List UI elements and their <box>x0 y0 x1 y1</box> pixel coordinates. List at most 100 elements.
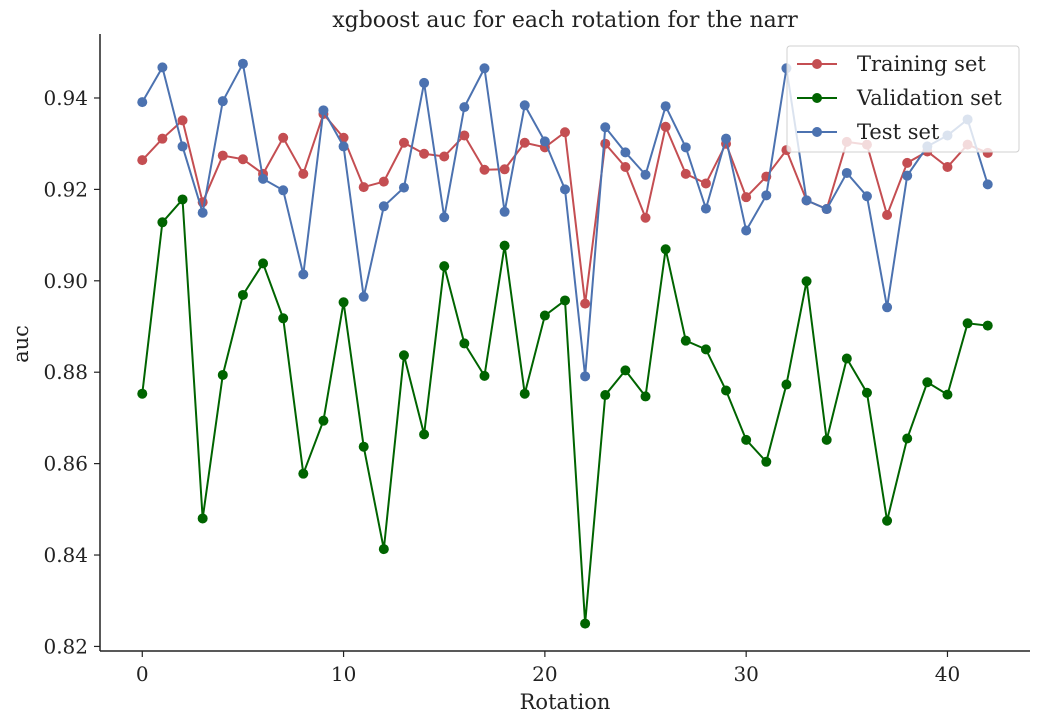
validation-set-point <box>861 387 872 398</box>
validation-set-point <box>620 365 631 376</box>
training-set-point <box>942 161 953 172</box>
validation-set-point <box>197 513 208 524</box>
test-set-point <box>761 190 772 201</box>
validation-set-point <box>700 344 711 355</box>
legend-test-set-marker <box>812 127 822 137</box>
x-axis-label: Rotation <box>520 690 611 714</box>
x-tick-label: 40 <box>935 662 960 686</box>
validation-set-point <box>439 261 450 272</box>
training-set-point <box>419 148 430 159</box>
training-set-point <box>439 151 450 162</box>
test-set-point <box>902 170 913 181</box>
validation-set-point <box>580 618 591 629</box>
validation-set-point <box>278 313 289 324</box>
test-set-point <box>459 102 470 113</box>
test-set-point <box>479 63 490 74</box>
validation-set-point <box>962 318 973 329</box>
test-set-point <box>700 203 711 214</box>
training-set-point <box>640 212 651 223</box>
validation-set-point <box>560 295 570 306</box>
validation-set-point <box>660 244 671 255</box>
test-set-point <box>237 58 248 69</box>
training-set-point <box>479 164 490 175</box>
test-set-point <box>539 136 550 147</box>
validation-set-point <box>741 434 752 445</box>
validation-set-point <box>459 338 470 349</box>
test-set-point <box>258 173 269 184</box>
validation-set-point <box>680 335 691 346</box>
legend-training-set-marker <box>812 59 822 69</box>
x-tick-label: 20 <box>532 662 557 686</box>
test-set-point <box>298 269 309 280</box>
y-tick-label: 0.90 <box>43 269 88 293</box>
test-set-point <box>841 167 852 178</box>
y-tick-label: 0.92 <box>43 177 88 201</box>
validation-set-point <box>298 468 309 479</box>
legend-validation-set-label: Validation set <box>856 86 1002 110</box>
validation-set-point <box>398 350 409 361</box>
validation-set-point <box>841 353 852 364</box>
training-set-point <box>137 155 148 166</box>
test-set-point <box>680 142 691 153</box>
training-set-point <box>177 115 188 126</box>
test-set-point <box>801 195 812 206</box>
test-set-point <box>197 207 208 218</box>
validation-set-point <box>539 310 550 321</box>
validation-set-point <box>942 389 953 400</box>
test-set-point <box>499 206 510 217</box>
y-tick-label: 0.88 <box>43 360 88 384</box>
training-set-point <box>902 157 913 168</box>
validation-set-point <box>982 320 993 331</box>
validation-set-point <box>137 388 148 399</box>
validation-set-point <box>761 456 772 467</box>
training-set-point <box>298 168 309 179</box>
validation-set-point <box>519 388 530 399</box>
training-set-point <box>237 154 248 165</box>
validation-set-point <box>600 390 611 401</box>
test-set-point <box>519 100 530 111</box>
training-set-point <box>680 168 691 179</box>
validation-set-point <box>378 544 389 555</box>
test-set-point <box>660 101 671 112</box>
test-set-point <box>419 77 430 88</box>
training-set-point <box>278 132 289 143</box>
legend-box <box>786 45 1020 153</box>
validation-set-point <box>882 515 893 526</box>
training-set-point <box>560 127 570 138</box>
training-set-point <box>660 121 671 132</box>
training-set-point <box>620 161 631 172</box>
test-set-point <box>217 96 228 107</box>
test-set-point <box>177 141 188 152</box>
training-set-point <box>741 192 752 203</box>
test-set-point <box>439 212 450 223</box>
test-set-point <box>378 201 389 212</box>
x-tick-label: 0 <box>136 662 149 686</box>
test-set-point <box>398 182 409 193</box>
training-set-point <box>459 130 470 141</box>
test-set-point <box>278 185 289 196</box>
test-set-point <box>861 191 872 202</box>
training-set-point <box>358 182 369 193</box>
test-set-point <box>358 291 369 302</box>
test-set-point <box>721 133 732 144</box>
validation-set-point <box>781 379 792 390</box>
series-layer <box>137 58 993 629</box>
validation-set-point <box>479 370 490 381</box>
validation-set-point <box>902 433 913 444</box>
y-tick-label: 0.86 <box>43 452 88 476</box>
test-set-point <box>620 147 631 158</box>
test-set-point <box>318 105 329 116</box>
training-set-point <box>519 137 530 148</box>
chart-title: xgboost auc for each rotation for the na… <box>332 8 798 33</box>
legend-test-set-label: Test set <box>857 120 940 144</box>
x-tick-label: 30 <box>733 662 758 686</box>
training-set-point <box>398 137 409 148</box>
validation-set-point <box>358 441 369 452</box>
test-set-point <box>580 371 591 382</box>
ticks: 0 10 20 30 40 0.82 0.84 0.86 0.88 0.90 0.92 0.94 <box>43 86 960 686</box>
y-tick-label: 0.84 <box>43 543 88 567</box>
training-set-point <box>217 150 228 161</box>
legend-validation-set-marker <box>812 93 822 103</box>
y-axis-label: auc <box>9 325 33 363</box>
